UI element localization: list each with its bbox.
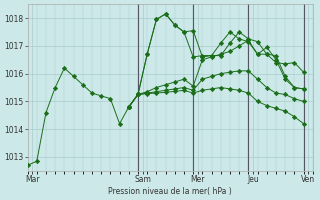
X-axis label: Pression niveau de la mer( hPa ): Pression niveau de la mer( hPa ) [108,187,232,196]
